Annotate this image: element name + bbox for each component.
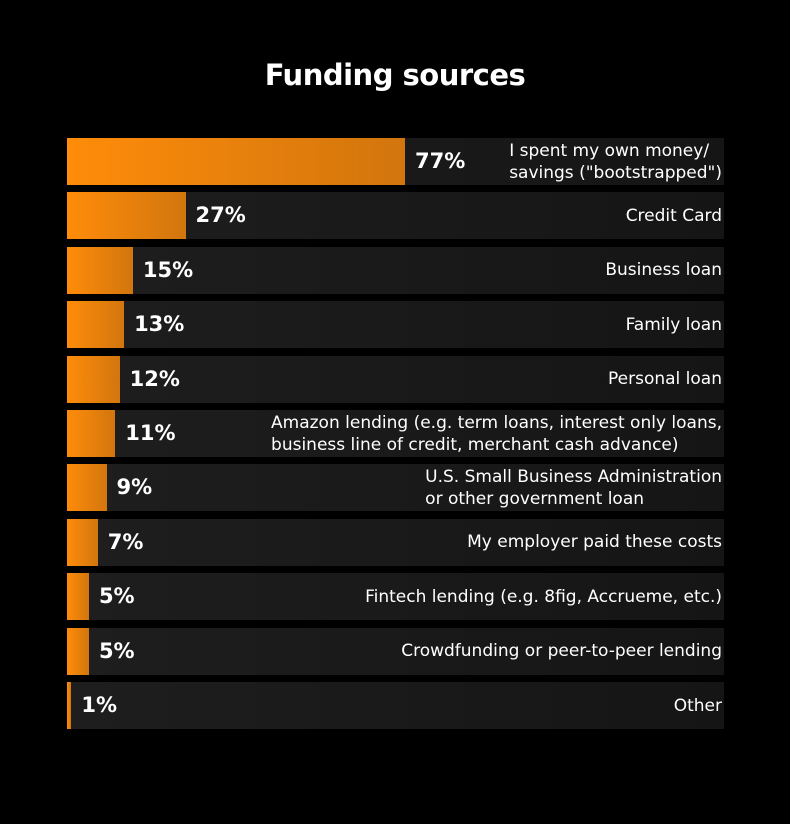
bar <box>67 627 89 675</box>
value-label: 5% <box>98 638 135 663</box>
bar-track <box>67 301 724 349</box>
bar <box>67 301 125 349</box>
value-label: 13% <box>134 312 185 337</box>
bar-track <box>67 682 724 729</box>
bar <box>67 138 406 185</box>
bar <box>67 518 98 566</box>
bar-track <box>67 518 724 566</box>
bar-track <box>67 627 724 675</box>
category-label: I spent my own money/ savings ("bootstra… <box>509 140 722 183</box>
bar <box>67 192 186 240</box>
value-label: 12% <box>129 366 180 391</box>
bar-track <box>67 410 724 457</box>
category-label: Crowdfunding or peer-to-peer lending <box>401 641 722 662</box>
category-label: Credit Card <box>625 205 722 226</box>
bar <box>67 682 72 729</box>
value-label: 5% <box>98 584 135 609</box>
category-label: Fintech lending (e.g. 8fig, Accrueme, et… <box>365 586 722 607</box>
category-label: Other <box>673 695 722 716</box>
bar-track <box>67 464 724 512</box>
bar-track <box>67 246 724 294</box>
bar <box>67 246 133 294</box>
value-label: 11% <box>125 421 176 445</box>
value-label: 7% <box>107 529 144 554</box>
bar <box>67 573 89 621</box>
category-label: Amazon lending (e.g. term loans, interes… <box>271 412 722 455</box>
chart-title: Funding sources <box>264 58 526 92</box>
bar <box>67 410 116 457</box>
category-label: My employer paid these costs <box>467 532 722 553</box>
bar <box>67 464 107 512</box>
category-label: Family loan <box>625 314 722 335</box>
bar <box>67 355 120 403</box>
bar-track <box>67 573 724 621</box>
category-label: Personal loan <box>608 369 722 390</box>
category-label: Business loan <box>605 260 722 281</box>
value-label: 27% <box>195 203 246 228</box>
value-label: 15% <box>142 257 194 282</box>
category-label: U.S. Small Business Administration or ot… <box>425 466 722 509</box>
value-label: 77% <box>415 149 466 173</box>
value-label: 1% <box>81 693 118 717</box>
bar-track <box>67 355 724 403</box>
value-label: 9% <box>116 475 153 500</box>
